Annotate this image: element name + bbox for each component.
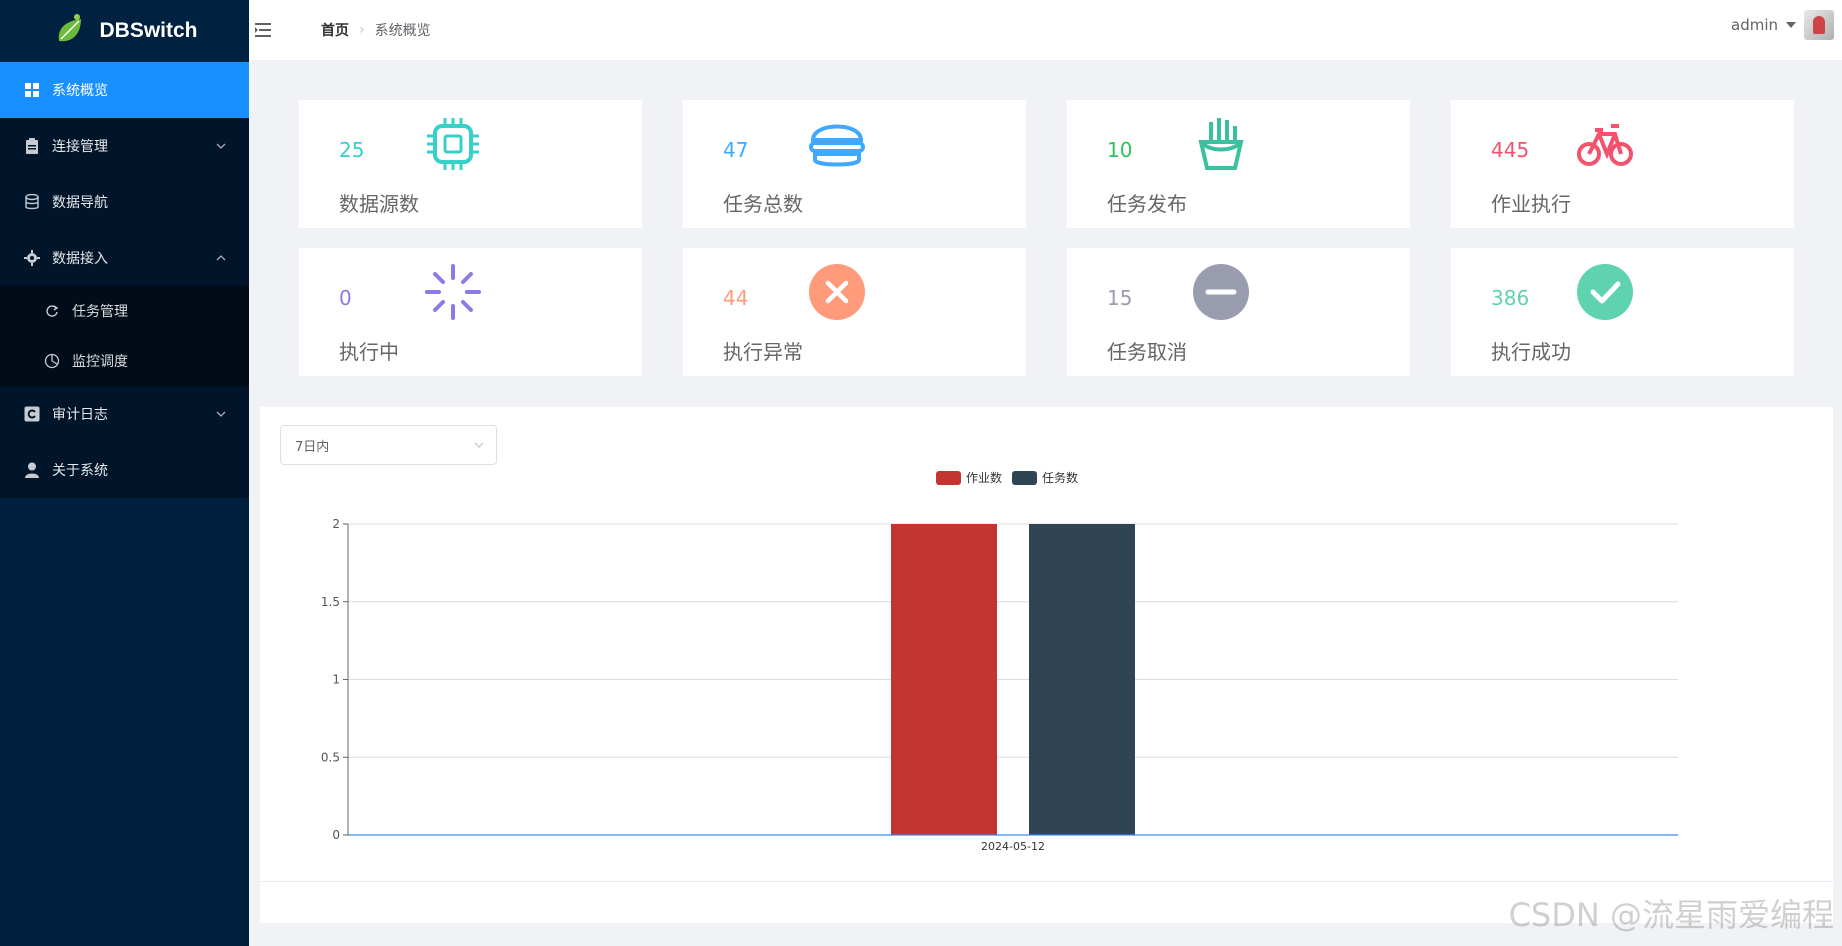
chevron-down-icon [216,143,226,149]
sidebar-item-label: 任务管理 [72,304,128,320]
minus-circle-icon [1191,262,1251,322]
stat-value: 44 [723,286,749,310]
stat-value: 25 [339,138,365,162]
legend-label: 作业数 [966,471,1003,485]
stat-value: 0 [339,286,352,310]
breadcrumb-current: 系统概览 [374,23,431,39]
stat-card-success[interactable]: 386 执行成功 [1451,248,1794,376]
top-header: 首页 › 系统概览 admin [249,0,1842,60]
user-menu[interactable]: admin [1731,10,1834,40]
clipboard-icon [24,138,40,154]
burger-icon [807,114,867,174]
y-tick-label: 0.5 [321,750,340,764]
stat-value: 47 [723,138,749,162]
menu-toggle-icon[interactable] [253,20,273,40]
loading-icon [423,262,483,322]
sidebar-item-connections[interactable]: 连接管理 [0,118,249,174]
sidebar-item-data-access[interactable]: 数据接入 [0,230,249,286]
time-range-select[interactable]: 7日内 [280,425,497,465]
stat-card-datasources[interactable]: 25 数据源数 [299,100,642,228]
y-tick-label: 2 [332,517,340,531]
chart-legend: 作业数 任务数 [936,469,1088,486]
sidebar-item-label: 连接管理 [52,139,108,155]
caret-down-icon [1786,22,1796,28]
clock-icon [44,353,60,369]
stat-label: 执行成功 [1491,340,1571,364]
sidebar-item-label: 审计日志 [52,407,108,423]
stat-card-tasks-published[interactable]: 10 任务发布 [1067,100,1410,228]
legend-swatch [936,470,961,485]
error-circle-icon [807,262,867,322]
sidebar-item-label: 数据导航 [52,195,108,211]
x-tick-label: 2024-05-12 [981,840,1045,853]
stat-value: 10 [1107,138,1133,162]
sidebar-item-label: 数据接入 [52,251,108,267]
stat-card-errors[interactable]: 44 执行异常 [683,248,1026,376]
app-name: DBSwitch [99,19,198,42]
stat-label: 任务总数 [723,192,803,216]
stat-value: 445 [1491,138,1530,162]
watermark-text: CSDN @流星雨爱编程 [1508,896,1834,934]
breadcrumb-home[interactable]: 首页 [321,23,349,39]
bar-tasks [1029,524,1135,835]
stat-card-jobs-executed[interactable]: 445 作业执行 [1451,100,1794,228]
fries-icon [1191,114,1251,174]
sidebar-item-overview[interactable]: 系统概览 [0,62,249,118]
y-tick-label: 1.5 [321,595,340,609]
database-icon [24,194,40,210]
legend-item-tasks[interactable]: 任务数 [1012,469,1078,486]
sidebar-item-label: 关于系统 [52,463,108,479]
check-circle-icon [1575,262,1635,322]
chevron-up-icon [216,255,226,261]
copyright-icon [24,406,40,422]
username: admin [1731,16,1778,34]
sidebar-item-about[interactable]: 关于系统 [0,442,249,498]
stats-area: 25 数据源数 47 任务总数 10 任务发布 445 作业执行 0 执行中 4… [260,90,1830,394]
stat-label: 任务取消 [1107,340,1187,364]
stat-label: 执行中 [339,340,399,364]
legend-item-jobs[interactable]: 作业数 [936,469,1002,486]
sidebar-item-monitor[interactable]: 监控调度 [0,336,249,386]
refresh-icon [44,303,60,319]
chart-panel: 7日内 作业数 任务数 0 0.5 1 1.5 2 2024-05-12 [260,407,1833,923]
bicycle-icon [1575,114,1635,174]
sidebar-item-data-nav[interactable]: 数据导航 [0,174,249,230]
bar-jobs [891,524,997,835]
select-value: 7日内 [295,439,330,455]
breadcrumb: 首页 › 系统概览 [321,20,431,40]
sidebar: DBSwitch 系统概览 连接管理 数据导航 数据接入 [0,0,249,946]
avatar[interactable] [1804,10,1834,40]
stat-label: 数据源数 [339,192,419,216]
y-tick-label: 1 [332,673,340,687]
chevron-down-icon [216,411,226,417]
stat-card-cancelled[interactable]: 15 任务取消 [1067,248,1410,376]
sidebar-item-task-manage[interactable]: 任务管理 [0,286,249,336]
sidebar-item-audit[interactable]: 审计日志 [0,386,249,442]
gear-icon [24,250,40,266]
chip-icon [423,114,483,174]
logo-leaf-icon [59,14,82,42]
stat-value: 386 [1491,286,1530,310]
stat-value: 15 [1107,286,1133,310]
sidebar-item-label: 监控调度 [72,354,128,370]
stat-label: 作业执行 [1491,192,1571,216]
legend-swatch [1012,470,1038,485]
stat-card-running[interactable]: 0 执行中 [299,248,642,376]
legend-label: 任务数 [1042,471,1079,485]
stat-label: 执行异常 [723,340,803,364]
breadcrumb-separator-icon: › [359,22,365,38]
dashboard-icon [24,82,40,98]
user-icon [24,462,40,478]
stat-label: 任务发布 [1107,192,1187,216]
chevron-down-icon [474,442,484,448]
stat-card-tasks-total[interactable]: 47 任务总数 [683,100,1026,228]
sidebar-item-label: 系统概览 [52,83,108,99]
chart-footer [260,881,1833,923]
logo[interactable]: DBSwitch [0,0,249,62]
bar-chart: 0 0.5 1 1.5 2 2024-05-12 [321,517,1678,853]
y-tick-label: 0 [332,828,340,842]
